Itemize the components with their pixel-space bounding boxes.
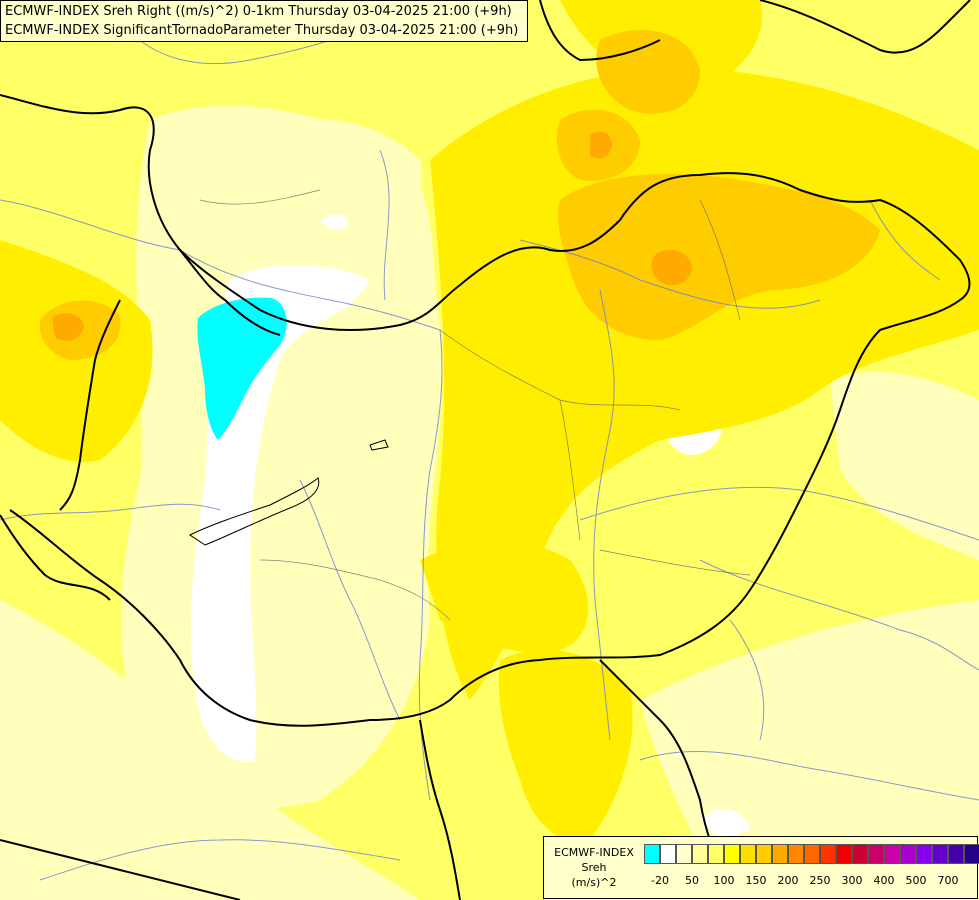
legend-swatch [756,844,772,864]
gold-region-top [596,30,700,114]
orange-spot-3 [52,313,84,341]
pale-region-south [0,600,420,900]
legend-swatch [724,844,740,864]
cyan-region [197,297,287,440]
legend-swatch [964,844,979,864]
legend-swatch [804,844,820,864]
legend-tick-label: 150 [745,874,767,887]
legend-swatch [692,844,708,864]
legend-title: ECMWF-INDEX Sreh (m/s)^2 [546,845,642,890]
legend-swatch [788,844,804,864]
legend-tick-label: 50 [685,874,699,887]
legend-swatch [820,844,836,864]
legend-ticks: -20 50 100 150 200 250 300 400 500 700 [644,874,974,890]
color-legend: ECMWF-INDEX Sreh (m/s)^2 -20 50 100 150 200 2… [543,836,979,899]
legend-tick-label: 300 [841,874,863,887]
pale-region-east [830,371,979,560]
legend-swatch [644,844,660,864]
legend-title-line1: ECMWF-INDEX [554,846,634,859]
title-line-sreh: ECMWF-INDEX Sreh Right ((m/s)^2) 0-1km T… [5,4,512,19]
admin-borders [199,189,751,621]
white-region-southeast [700,809,750,840]
legend-tick-label: 100 [713,874,735,887]
legend-swatch [932,844,948,864]
pale-region-north [230,118,422,251]
legend-swatch [708,844,724,864]
orange-spot-2 [590,131,612,159]
bright-region-mid [420,541,589,653]
legend-tick-label: 200 [777,874,799,887]
legend-swatch [900,844,916,864]
orange-spot-1 [651,249,692,286]
legend-tick-label: 700 [937,874,959,887]
rivers [0,19,979,881]
legend-tick-label: 400 [873,874,895,887]
title-line-stp: ECMWF-INDEX SignificantTornadoParameter … [5,23,519,38]
legend-swatch [772,844,788,864]
map-title-box: ECMWF-INDEX Sreh Right ((m/s)^2) 0-1km T… [0,0,528,42]
legend-title-line3: (m/s)^2 [571,876,617,889]
white-region-small [320,214,349,230]
legend-swatch [852,844,868,864]
legend-swatch [948,844,964,864]
bright-region-south [498,650,633,842]
legend-swatch [836,844,852,864]
legend-swatch [660,844,676,864]
legend-swatch [676,844,692,864]
legend-tick-label: 500 [905,874,927,887]
legend-swatch [884,844,900,864]
lake-small [369,439,389,451]
lake-balaton [189,477,320,546]
legend-swatch [740,844,756,864]
legend-tick-label: -20 [651,874,669,887]
gold-region-northeast [558,174,880,340]
legend-swatch [868,844,884,864]
legend-swatch [916,844,932,864]
legend-title-line2: Sreh [581,861,607,874]
legend-swatches [644,844,979,864]
legend-tick-label: 250 [809,874,831,887]
